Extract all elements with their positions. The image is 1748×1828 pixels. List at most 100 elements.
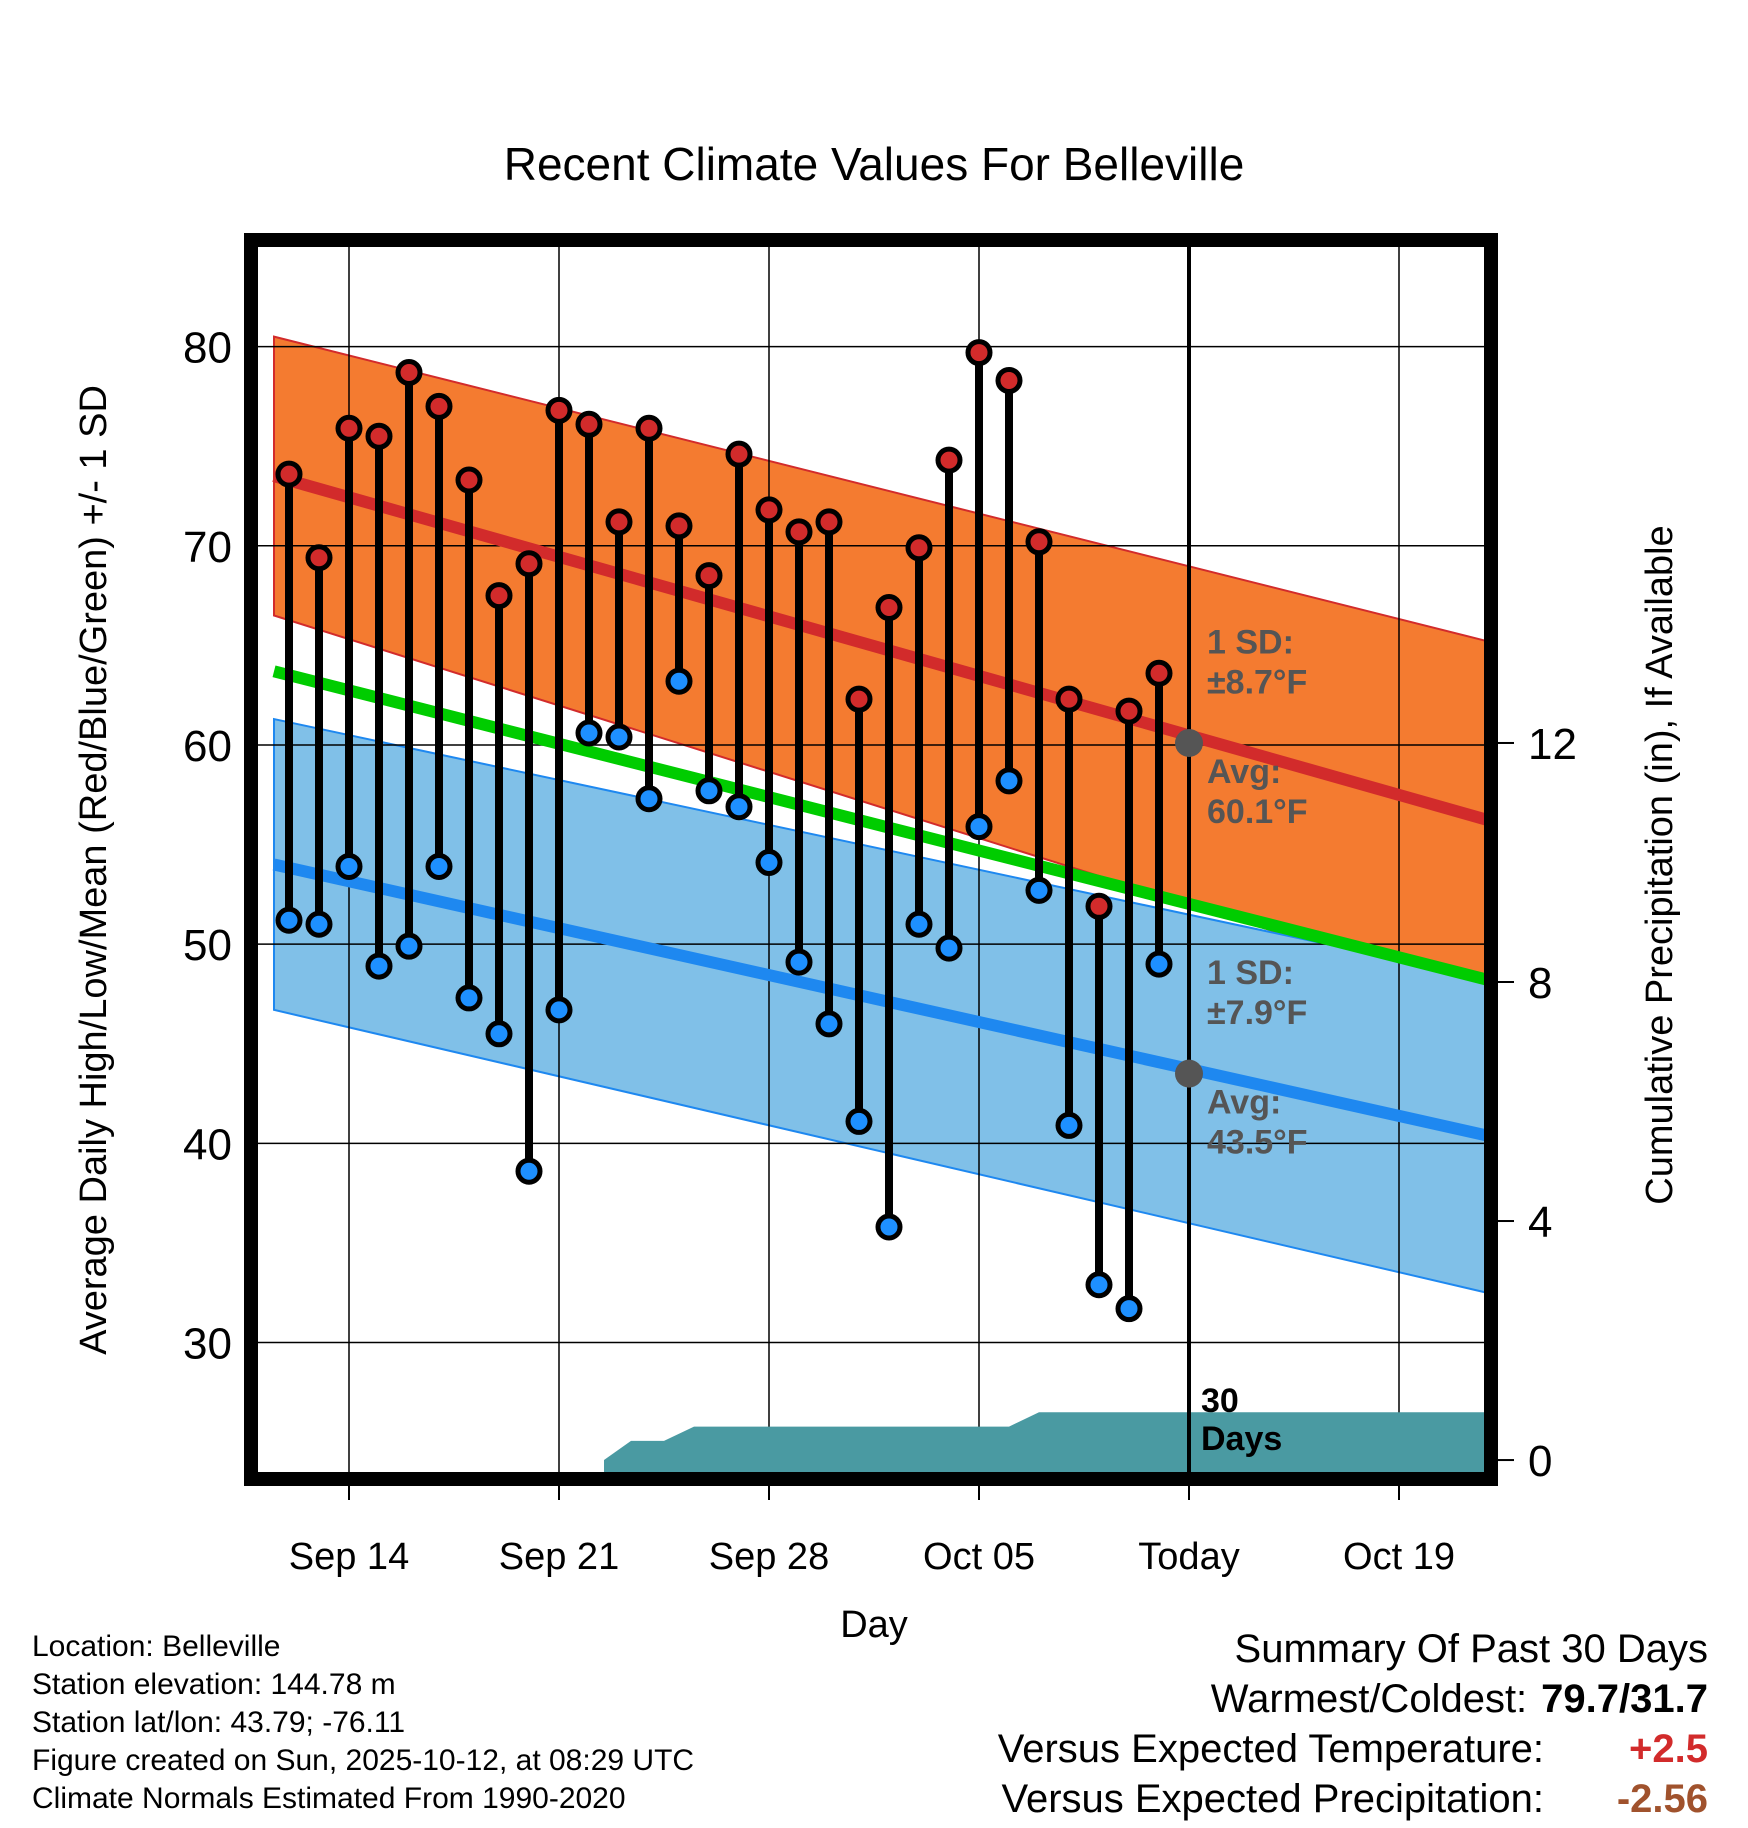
daily-high-point <box>425 392 453 420</box>
daily-high-point <box>275 460 303 488</box>
daily-high-point <box>1025 528 1053 556</box>
summary-warmest-label: Warmest/Coldest: <box>1210 1677 1528 1721</box>
daily-low-point <box>695 777 723 805</box>
daily-high-point <box>665 512 693 540</box>
daily-high-point <box>635 414 663 442</box>
high-avg-annotation-line2: 60.1°F <box>1207 793 1308 831</box>
daily-low-point <box>1145 950 1173 978</box>
high-avg-annotation-line1: Avg: <box>1207 753 1281 791</box>
low-sd-annotation-line2: ±7.9°F <box>1207 994 1307 1032</box>
daily-high-point <box>725 440 753 468</box>
summary-precip-label: Versus Expected Precipitation: <box>1001 1777 1544 1821</box>
plot-frame <box>244 233 1498 1486</box>
daily-high-point <box>545 396 573 424</box>
daily-high-point <box>1115 697 1143 725</box>
daily-low-point <box>455 984 483 1012</box>
daily-high-point <box>395 358 423 386</box>
daily-high-point <box>605 508 633 536</box>
daily-low-point <box>845 1107 873 1135</box>
daily-low-point <box>275 906 303 934</box>
daily-high-point <box>455 466 483 494</box>
y-tick-label: 70 <box>183 523 232 572</box>
summary-warmest-value: 79.7/31.7 <box>1541 1677 1708 1721</box>
daily-high-point <box>1055 685 1083 713</box>
today-high-avg-marker <box>1175 728 1203 757</box>
summary-panel: Summary Of Past 30 Days Warmest/Coldest:… <box>998 1624 1708 1824</box>
info-created: Figure created on Sun, 2025-10-12, at 08… <box>32 1744 695 1777</box>
station-info: Location: Belleville Station elevation: … <box>32 1628 694 1818</box>
precip-days-annotation-line1: 30 <box>1201 1382 1239 1420</box>
summary-temp-row: Versus Expected Temperature: +2.5 <box>998 1724 1708 1774</box>
info-latlon: Station lat/lon: 43.79; -76.11 <box>32 1706 406 1739</box>
y2-tick-label: 8 <box>1528 959 1552 1008</box>
daily-low-point <box>875 1213 903 1241</box>
summary-precip-value: -2.56 <box>1616 1777 1708 1821</box>
x-tick-label: Today <box>1138 1536 1239 1578</box>
y-tick-label: 60 <box>183 722 232 771</box>
x-axis-label: Day <box>840 1604 908 1646</box>
y2-tick-label: 12 <box>1528 720 1577 769</box>
daily-high-point <box>875 594 903 622</box>
daily-low-point <box>515 1157 543 1185</box>
daily-low-point <box>605 723 633 751</box>
precip-area <box>604 1412 1484 1472</box>
daily-low-point <box>785 948 813 976</box>
y-tick-label: 30 <box>183 1320 232 1369</box>
daily-high-point <box>905 534 933 562</box>
y-tick-label: 50 <box>183 921 232 970</box>
daily-high-point <box>575 410 603 438</box>
high-sd-annotation-line2: ±8.7°F <box>1207 663 1307 701</box>
daily-low-point <box>335 852 363 880</box>
high-sd-band <box>273 335 1484 999</box>
daily-high-point <box>305 544 333 572</box>
x-tick-label: Oct 19 <box>1343 1536 1455 1578</box>
x-tick-label: Oct 05 <box>923 1536 1035 1578</box>
x-tick-label: Sep 28 <box>709 1536 829 1578</box>
precip-days-annotation-line2: Days <box>1201 1420 1282 1458</box>
info-location: Location: Belleville <box>32 1630 281 1663</box>
low-avg-annotation-line2: 43.5°F <box>1207 1123 1308 1161</box>
y-axis-label: Average Daily High/Low/Mean (Red/Blue/Gr… <box>73 385 115 1355</box>
daily-high-point <box>365 422 393 450</box>
daily-low-point <box>305 910 333 938</box>
daily-low-point <box>755 848 783 876</box>
daily-high-point <box>935 446 963 474</box>
daily-low-point <box>425 852 453 880</box>
daily-low-point <box>665 667 693 695</box>
daily-low-point <box>995 767 1023 795</box>
daily-low-point <box>815 1010 843 1038</box>
daily-high-point <box>695 562 723 590</box>
y2-axis-label: Cumulative Precipitation (in), If Availa… <box>1639 525 1681 1204</box>
y-tick-label: 40 <box>183 1120 232 1169</box>
summary-temp-value: +2.5 <box>1629 1727 1708 1771</box>
daily-high-point <box>785 518 813 546</box>
info-normals: Climate Normals Estimated From 1990-2020 <box>32 1782 626 1815</box>
daily-high-point <box>995 366 1023 394</box>
daily-high-point <box>845 685 873 713</box>
daily-high-point <box>965 339 993 367</box>
daily-high-point <box>815 508 843 536</box>
daily-high-point <box>485 582 513 610</box>
daily-low-point <box>935 934 963 962</box>
daily-low-point <box>365 952 393 980</box>
summary-temp-label: Versus Expected Temperature: <box>997 1727 1544 1771</box>
daily-low-point <box>575 719 603 747</box>
summary-title: Summary Of Past 30 Days <box>1234 1627 1708 1671</box>
daily-high-point <box>335 414 363 442</box>
x-tick-label: Sep 14 <box>289 1536 409 1578</box>
daily-high-point <box>1085 892 1113 920</box>
daily-low-point <box>1085 1271 1113 1299</box>
daily-high-point <box>755 496 783 524</box>
daily-low-point <box>1025 876 1053 904</box>
daily-low-point <box>395 932 423 960</box>
y2-tick-label: 0 <box>1528 1437 1552 1486</box>
daily-high-point <box>1145 659 1173 687</box>
daily-high-point <box>515 550 543 578</box>
daily-low-point <box>485 1020 513 1048</box>
low-avg-annotation-line1: Avg: <box>1207 1083 1281 1121</box>
summary-precip-row: Versus Expected Precipitation: -2.56 <box>998 1774 1708 1824</box>
info-elevation: Station elevation: 144.78 m <box>32 1668 396 1701</box>
daily-low-point <box>1055 1111 1083 1139</box>
